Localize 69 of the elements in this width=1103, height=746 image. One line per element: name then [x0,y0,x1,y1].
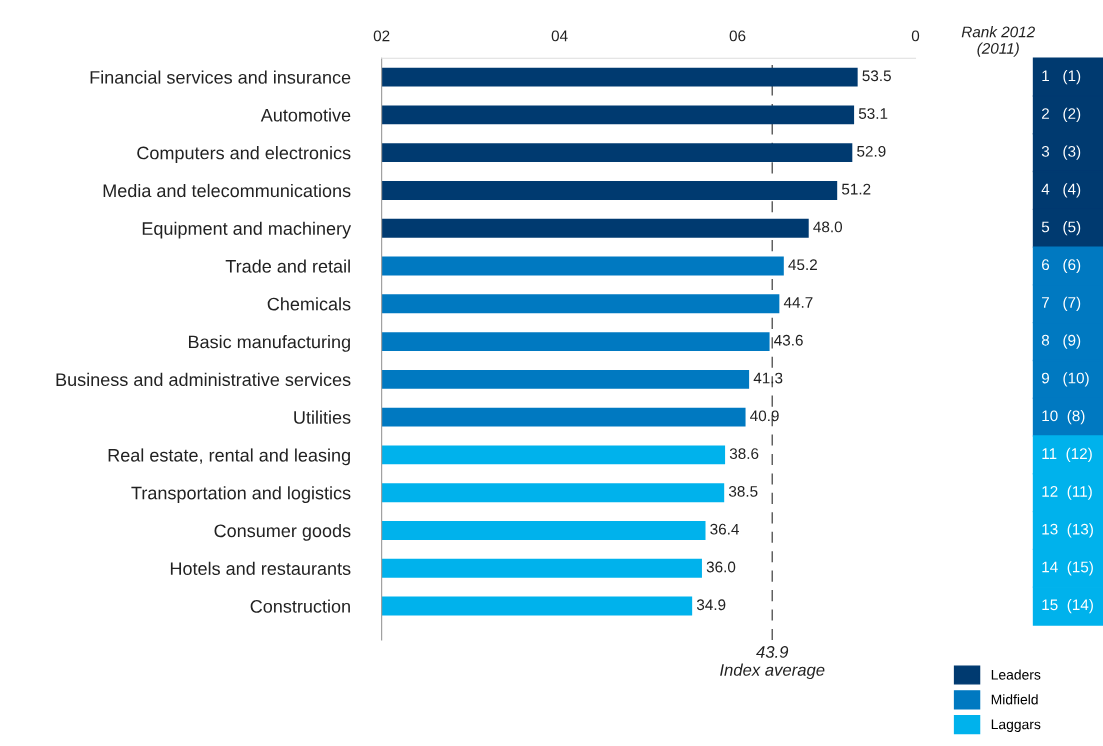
y-tick-label: Consumer goods [214,523,351,541]
bar [381,369,750,389]
bar [381,558,702,578]
legend-label: Laggars [991,719,1041,733]
legend-label: Midfield [991,694,1038,705]
data-label: 34.9 [696,599,726,611]
data-label: 38.5 [728,485,758,497]
data-label: 45.2 [788,259,817,271]
text: 2 (2) [1042,107,1081,122]
text: 11 (12) [1042,447,1092,463]
text: 3 (3) [1041,145,1081,160]
y-tick-label: Hotels and restaurants [170,561,351,575]
data-label: 53.5 [862,70,891,82]
data-label: 36.4 [710,523,739,535]
bar [381,143,853,163]
text: 04 [551,30,568,42]
y-tick-label: Trade and retail [225,259,350,273]
y-tick-label: Chemicals [267,297,351,311]
y-tick-label: Media and telecommunications [103,183,351,198]
text: 7 (7) [1042,296,1081,311]
y-tick-label: Computers and electronics [137,146,351,163]
text: 0 [911,30,920,42]
text: 9 (10) [1041,372,1089,387]
data-label: 48.0 [813,221,843,233]
ref-line-label: 43.9 Index average [720,646,825,680]
bar [381,180,838,200]
bar [381,105,855,125]
text: 8 (9) [1041,334,1081,349]
data-label: 40.9 [750,410,779,422]
bar [381,596,693,616]
text: 06 [729,30,746,42]
data-label: 36.0 [706,561,736,573]
data-label: 53.1 [858,108,888,119]
text: Rank 2012 (2011) [961,26,1035,57]
y-tick-label: Construction [250,599,350,613]
bar [381,256,784,276]
bar [381,294,780,314]
bar [381,218,809,238]
bar [381,483,725,503]
bar [381,67,858,87]
bar [381,521,706,540]
text: 15 (14) [1042,598,1093,614]
bar [381,445,726,465]
data-label: 52.9 [857,145,886,157]
text: 13 (13) [1042,523,1093,538]
text: 6 (6) [1042,258,1081,274]
data-label: 44.7 [783,297,813,308]
y-tick-label: Financial services and insurance [90,70,351,84]
bar [381,332,770,352]
y-tick-label: Business and administrative services [56,372,351,387]
data-label: 43.6 [774,334,803,346]
text: 5 (5) [1041,221,1081,236]
y-tick-label: Transportation and logistics [131,486,351,503]
text: 10 (8) [1042,410,1085,425]
data-label: 41.3 [753,372,783,384]
y-tick-label: Equipment and machinery [142,221,352,239]
legend-label: Leaders [991,669,1041,680]
text: 12 (11) [1042,485,1092,500]
text: 14 (15) [1042,561,1093,576]
bar [381,407,746,427]
data-label: 38.6 [729,448,759,460]
text: 4 (4) [1041,183,1081,198]
y-tick-label: Automotive [260,108,351,122]
y-tick-label: Utilities [294,410,351,424]
text: 1 (1) [1042,69,1081,85]
y-tick-label: Basic manufacturing [188,335,350,352]
text: 02 [373,30,390,42]
data-label: 51.2 [841,183,871,195]
y-tick-label: Real estate, rental and leasing [108,448,350,466]
